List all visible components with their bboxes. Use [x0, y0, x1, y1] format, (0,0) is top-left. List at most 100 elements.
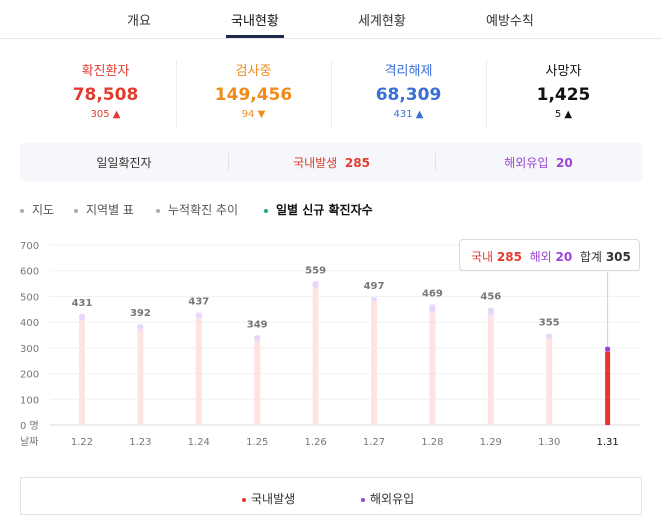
bar-total-label: 355 [539, 318, 560, 329]
subtab-label: 지도 [32, 203, 55, 217]
purple-dot-icon [361, 497, 365, 502]
x-tick-label: 1.27 [363, 437, 385, 448]
bullet-dot-icon [20, 208, 24, 213]
bar-total-label: 392 [130, 308, 151, 319]
tab-domestic[interactable]: 국내현황 [231, 14, 279, 29]
top-tab-bar: 개요 국내현황 세계현황 예방수칙 [0, 0, 662, 39]
y-tick-label: 100 [20, 395, 39, 406]
stat-label: 사망자 [545, 64, 582, 79]
stat-label: 확진환자 [81, 64, 130, 79]
arrow-up-icon: ▲ [564, 109, 573, 120]
bar-total-label: 497 [364, 281, 385, 292]
tooltip-overseas-value: 20 [555, 250, 573, 264]
stat-delta: 5 ▲ [486, 109, 641, 120]
bar-total-label: 431 [72, 298, 93, 309]
tooltip-total-value: 305 [605, 250, 631, 264]
subtab-label: 지역별 표 [86, 203, 134, 217]
chart-legend: 국내발생 해외유입 [20, 477, 642, 515]
divider [435, 153, 436, 171]
bar-overseas [254, 335, 261, 342]
legend-domestic[interactable]: 국내발생 [242, 490, 295, 507]
stat-value: 68,309 [375, 85, 442, 105]
x-tick-label: 1.25 [246, 437, 268, 448]
bullet-dot-icon [264, 208, 268, 213]
stat-delta-value: 305 [90, 109, 110, 120]
daily-confirmed-label: 일일확진자 [96, 156, 152, 170]
stat-delta-value: 431 [393, 109, 413, 120]
chart-tooltip: 국내 285 해외 20 합계 305 [459, 239, 640, 271]
tooltip-domestic-value: 285 [496, 250, 522, 264]
y-tick-label: 700 [20, 241, 39, 252]
bar-total-label: 456 [480, 292, 501, 303]
stat-label: 검사중 [235, 64, 272, 79]
daily-new-cases-chart: 0 명 100 200 300 400 500 600 700 날짜 431 1.22 392 1.23… [20, 241, 640, 448]
subtab-label: 누적확진 추이 [168, 203, 239, 217]
legend-label: 국내발생 [251, 492, 296, 506]
x-tick-label: 1.22 [71, 437, 93, 448]
stat-deaths: 사망자 1,425 5 ▲ [486, 60, 641, 120]
x-axis-prefix: 날짜 [20, 436, 38, 448]
bar-overseas [137, 324, 144, 330]
bar-total-label: 469 [422, 288, 443, 299]
bar-domestic [546, 339, 553, 425]
y-tick-label: 400 [20, 318, 39, 329]
subtab-map[interactable]: 지도 [20, 201, 54, 218]
tab-overview[interactable]: 개요 [127, 14, 151, 29]
arrow-up-icon: ▲ [112, 109, 121, 120]
stat-released: 격리해제 68,309 431 ▲ [331, 60, 486, 120]
tooltip-overseas-label: 해외 [529, 250, 552, 264]
x-tick-label: 1.31 [596, 437, 618, 448]
stat-delta: 94 ▼ [176, 109, 331, 120]
bar-overseas [429, 304, 436, 313]
tab-world[interactable]: 세계현황 [358, 14, 406, 29]
red-dot-icon [242, 497, 246, 502]
y-tick-label: 300 [20, 344, 39, 355]
bar-domestic [312, 287, 319, 425]
bar-domestic [195, 318, 202, 425]
x-tick-label: 1.26 [304, 437, 326, 448]
bar-total-label: 437 [188, 297, 209, 308]
x-tick-label: 1.28 [421, 437, 443, 448]
subtab-label: 일별 신규 확진자수 [276, 203, 373, 217]
stat-value: 149,456 [214, 85, 293, 105]
subtab-daily-new[interactable]: 일별 신규 확진자수 [264, 201, 373, 218]
legend-label: 해외유입 [370, 492, 415, 506]
stat-delta-value: 94 [241, 109, 255, 120]
bar-domestic [371, 301, 377, 425]
domestic-summary[interactable]: 국내발생 285 [228, 154, 435, 171]
divider [228, 153, 229, 171]
bar-overseas [605, 346, 611, 352]
bar-total-label: 349 [247, 319, 268, 330]
bar-domestic [429, 312, 436, 425]
bar-total-label: 559 [305, 265, 326, 276]
legend-overseas[interactable]: 해외유입 [361, 490, 414, 507]
stat-delta: 305 ▲ [28, 109, 183, 120]
overseas-summary-label: 해외유입 [504, 156, 549, 170]
bar-domestic [487, 315, 494, 425]
stat-label: 격리해제 [384, 64, 433, 79]
tab-prevention[interactable]: 예방수칙 [486, 14, 534, 29]
overseas-summary-value: 20 [556, 156, 573, 170]
stat-delta-value: 5 [554, 109, 562, 120]
bar-overseas [371, 297, 377, 302]
domestic-summary-label: 국내발생 [293, 156, 338, 170]
subtab-region-table[interactable]: 지역별 표 [74, 201, 134, 218]
stat-delta: 431 ▲ [331, 109, 486, 120]
divider [331, 60, 332, 128]
bar-overseas [487, 307, 494, 316]
arrow-up-icon: ▲ [415, 109, 424, 120]
y-tick-label: 600 [20, 267, 39, 278]
bullet-dot-icon [156, 208, 160, 213]
bullet-dot-icon [74, 208, 78, 213]
bar-domestic [79, 320, 85, 425]
overseas-summary[interactable]: 해외유입 20 [435, 154, 642, 171]
tooltip-domestic-label: 국내 [471, 250, 494, 264]
arrow-down-icon: ▼ [257, 109, 266, 120]
tooltip-total-label: 합계 [579, 250, 602, 264]
daily-summary-bar: 일일확진자 국내발생 285 해외유입 20 [20, 143, 642, 181]
stat-confirmed: 확진환자 78,508 305 ▲ [28, 60, 183, 120]
bar-domestic [605, 351, 611, 425]
subtab-cumulative-trend[interactable]: 누적확진 추이 [156, 201, 238, 218]
x-tick-label: 1.30 [538, 437, 560, 448]
bar-domestic [137, 329, 144, 425]
